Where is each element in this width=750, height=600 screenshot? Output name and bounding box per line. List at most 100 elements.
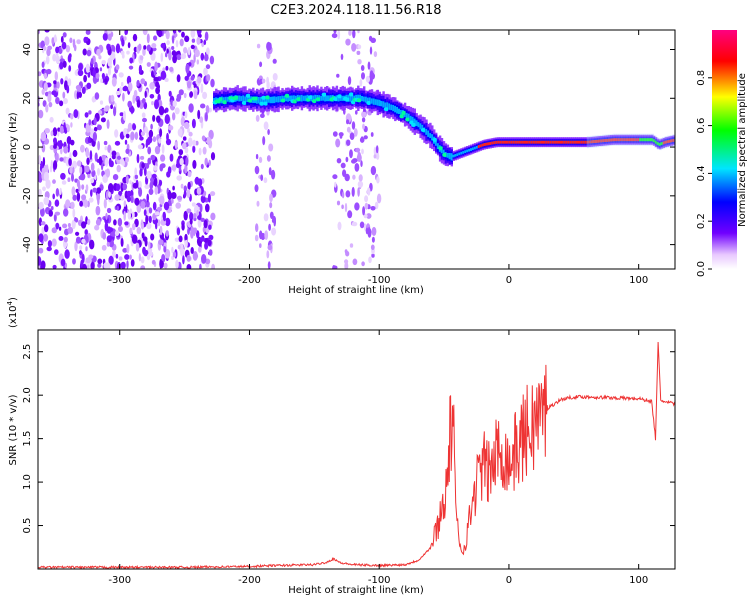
spectrogram-ridge-core [625, 138, 629, 142]
spectrogram-noise-cell [131, 211, 135, 219]
spectrogram-noise-cell [63, 146, 69, 154]
spectrogram-ridge-cell [456, 153, 459, 156]
spectrogram-noise-cell [106, 43, 111, 51]
spectrogram-noise-cell [172, 54, 178, 64]
spectrogram-noise-cell [147, 136, 153, 144]
spectrogram-noise-cell [42, 186, 46, 192]
spectrogram-noise-cell [78, 175, 83, 180]
spectrogram-noise-cell [337, 221, 342, 231]
spectrogram-noise-cell [65, 199, 71, 209]
spectrogram-noise-cell [98, 156, 103, 166]
spectrogram-noise-cell [160, 70, 167, 81]
spectrogram-noise-cell [126, 190, 132, 197]
spectrogram-noise-cell [53, 213, 57, 222]
spectrogram-noise-cell [193, 90, 198, 100]
spectrogram-ridge-cell [435, 140, 438, 146]
spectrogram-noise-cell [81, 253, 85, 264]
spectrogram-ridge-peak [241, 101, 247, 105]
spectrogram-ridge-cell [294, 95, 298, 101]
spectrogram-noise-cell [208, 234, 214, 241]
spectrogram-noise-cell [165, 52, 168, 58]
spectrogram-ridge-core [619, 138, 623, 142]
spectrogram-noise-cell [160, 52, 164, 62]
spectrogram-noise-cell [335, 138, 341, 148]
spectrogram-noise-cell [181, 142, 187, 150]
spectrogram-noise-cell [272, 58, 277, 64]
spectrogram-ridge-cell [472, 147, 475, 151]
spectrogram-noise-cell [187, 46, 191, 56]
spectrogram-noise-cell [188, 62, 192, 67]
spectrogram-ridge-cell [289, 95, 292, 101]
spectrogram-noise-cell [76, 160, 82, 167]
spectrogram-noise-cell [197, 76, 202, 84]
spectrogram-noise-cell [184, 147, 189, 154]
spectrogram-noise-cell [108, 227, 114, 233]
spectrogram-noise-cell [120, 195, 125, 201]
spectrogram-ridge-cell [322, 95, 325, 101]
spectrogram-noise-cell [130, 106, 135, 114]
spectrogram-noise-cell [139, 168, 143, 177]
spectrogram-noise-cell [376, 176, 380, 184]
spectrogram-noise-cell [40, 221, 46, 226]
snr-x-ticks: -300 -200 -100 0 100 [108, 330, 648, 586]
spectrogram-ridge-halo [602, 134, 605, 147]
spectrogram-noise-cell [254, 165, 260, 175]
spectrogram-noise-cell [183, 185, 187, 192]
spectrogram-ridge-peak [284, 93, 290, 98]
spectrogram-noise-cell [178, 89, 184, 96]
spectrogram-noise-cell [339, 134, 343, 139]
spectrogram-noise-cell [104, 78, 108, 85]
spectrogram-ridge-halo [641, 133, 644, 146]
spectrogram-noise-cell [351, 121, 356, 130]
spectrogram-noise-cell [368, 35, 373, 42]
spectrogram-noise-cell [152, 201, 157, 211]
spectrogram-noise-cell [157, 219, 161, 227]
spectrogram-noise-cell [164, 78, 169, 82]
spectrogram-noise-cell [46, 48, 51, 57]
spectrogram-noise-cell [205, 203, 210, 213]
spectrogram-ridge-cell [328, 95, 331, 102]
spectrogram-ridge-halo [625, 133, 629, 146]
spectrogram-noise-cell [97, 258, 103, 265]
spectrogram-noise-cell [182, 255, 185, 265]
spectrogram-noise-cell [62, 60, 67, 68]
spectrogram-noise-cell [139, 129, 143, 138]
spectrogram-noise-cell [51, 227, 57, 234]
spectrogram-noise-cell [199, 203, 203, 213]
spectrogram-ridge-cell [279, 96, 282, 103]
spectrogram-ridge-cell [368, 97, 372, 104]
spectrogram-ridge-cell [263, 97, 267, 104]
spectrogram-ridge-cell [382, 101, 385, 108]
spectrogram-noise-cell [176, 195, 183, 201]
spectrogram-noise-cell [87, 137, 91, 144]
spectrogram-noise-cell [180, 247, 185, 257]
spectrogram-ridge-core [647, 138, 650, 142]
spectrogram-noise-cell [150, 233, 155, 241]
spectrogram-ridge-peak [356, 98, 362, 103]
spectrogram-ridge-cell [380, 101, 383, 107]
spectrogram-noise-cell [60, 36, 64, 43]
spectrogram-noise-cell [197, 109, 201, 120]
spectrogram-noise-cell [346, 139, 351, 146]
spectrogram-noise-cell [107, 33, 112, 41]
spectrogram-noise-cell [200, 83, 204, 94]
spectrogram-ridge-cell [450, 153, 453, 161]
spectrogram-noise-cell [67, 54, 72, 63]
spectrogram-noise-cell [42, 100, 47, 107]
spectrogram-noise-cell [138, 64, 142, 74]
spectrogram-ridge-cell [370, 98, 374, 104]
spectrogram-ridge-peak [296, 97, 302, 102]
spectrogram-ridge-halo [633, 133, 636, 146]
spectrogram-ridge-core [664, 140, 667, 144]
spectrogram-ridge-halo [638, 133, 642, 146]
spectrogram-noise-cell [176, 74, 181, 83]
spectrogram-noise-cell [88, 110, 92, 115]
spectrogram-noise-cell [266, 155, 271, 162]
spectrogram-noise-cell [347, 210, 353, 219]
spectrogram-noise-cell [198, 147, 202, 156]
spectrogram-noise-cell [69, 37, 73, 44]
spectrogram-noise-cell [49, 165, 53, 173]
spectrogram-noise-cell [164, 109, 167, 114]
spectrogram-noise-cell [369, 46, 373, 55]
spectrogram-ridge-halo [669, 135, 673, 147]
